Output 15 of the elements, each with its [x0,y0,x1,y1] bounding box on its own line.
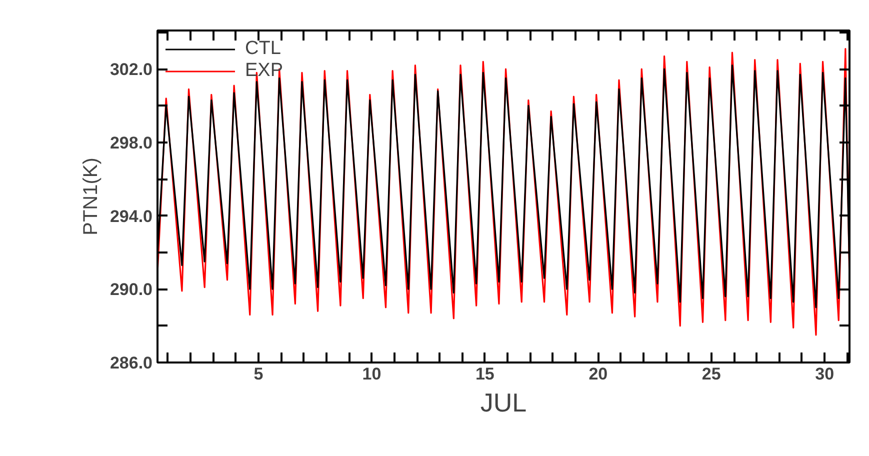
x-tick-label: 10 [362,364,382,384]
legend-label: EXP [245,60,284,82]
y-axis-title: PTN1(K) [80,158,102,236]
y-tick-label: 294.0 [110,206,153,226]
y-tick-label: 290.0 [110,280,153,300]
y-tick-label: 286.0 [110,354,153,372]
legend-label: CTL [245,38,281,60]
x-tick-label: 20 [588,364,608,384]
x-axis-title: JUL [480,388,527,418]
y-tick-label: 298.0 [110,133,153,152]
x-tick-label: 25 [702,364,721,384]
x-tick-label: 5 [254,364,264,384]
y-tick-label: 302.0 [110,60,153,80]
x-tick-label: 15 [475,364,494,384]
x-tick-label: 30 [815,364,834,384]
